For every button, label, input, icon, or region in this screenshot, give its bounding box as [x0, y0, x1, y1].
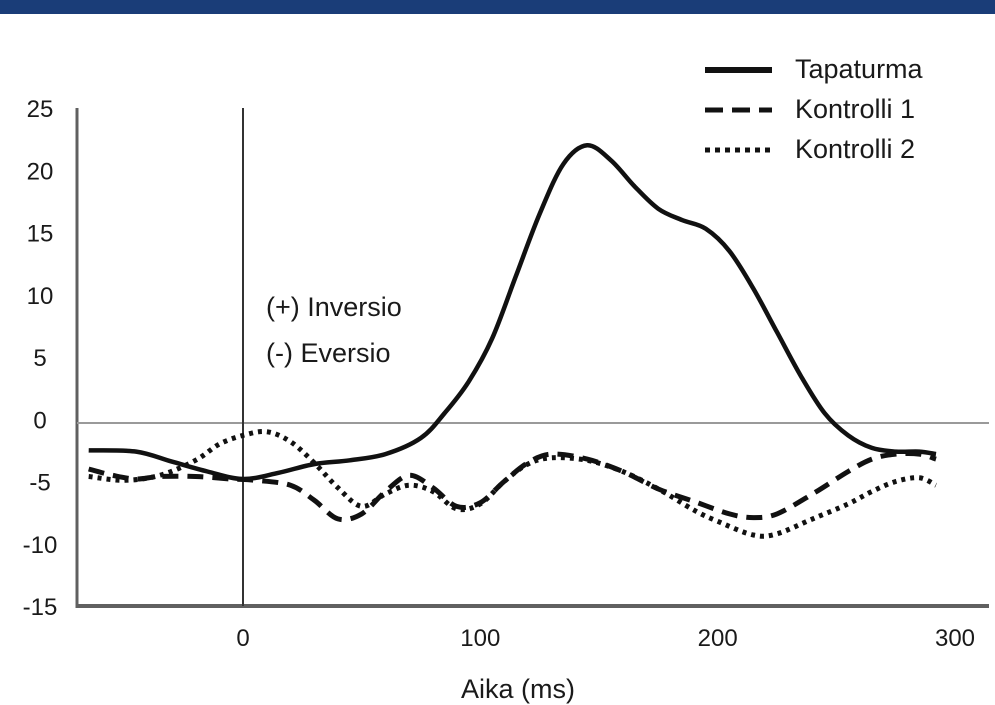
tick-labels: 25 20 15 10 5 0 -5 -10 -15 0 100 200 300 — [23, 96, 975, 652]
y-tick-label: 0 — [33, 407, 46, 434]
series-layer — [88, 143, 938, 539]
x-tick-label: 0 — [236, 625, 249, 652]
x-tick-label: 100 — [460, 625, 500, 652]
legend-label-kontrolli-2: Kontrolli 2 — [795, 134, 915, 164]
series-line-kontrolli-1 — [88, 451, 937, 523]
y-tick-label: 25 — [27, 96, 54, 123]
y-tick-label: -15 — [23, 594, 58, 621]
y-tick-label: 5 — [33, 345, 46, 372]
y-tick-label: -5 — [29, 470, 50, 497]
y-tick-label: 15 — [27, 221, 54, 248]
legend-label-tapaturma: Tapaturma — [795, 54, 924, 84]
series-line-kontrolli-2 — [88, 428, 938, 539]
x-axis-label: Aika (ms) — [461, 674, 575, 704]
series-line-tapaturma — [88, 143, 937, 482]
annotation-inversio: (+) Inversio — [266, 292, 402, 322]
legend: Tapaturma Kontrolli 1 Kontrolli 2 — [705, 54, 924, 164]
legend-label-kontrolli-1: Kontrolli 1 — [795, 94, 915, 124]
y-tick-label: 20 — [27, 158, 54, 185]
y-tick-label: -10 — [23, 532, 58, 559]
annotation-eversio: (-) Eversio — [266, 338, 391, 368]
plot-structure — [75, 108, 989, 608]
y-tick-label: 10 — [27, 283, 54, 310]
x-tick-label: 300 — [935, 625, 975, 652]
header-band — [0, 0, 995, 14]
x-tick-label: 200 — [698, 625, 738, 652]
